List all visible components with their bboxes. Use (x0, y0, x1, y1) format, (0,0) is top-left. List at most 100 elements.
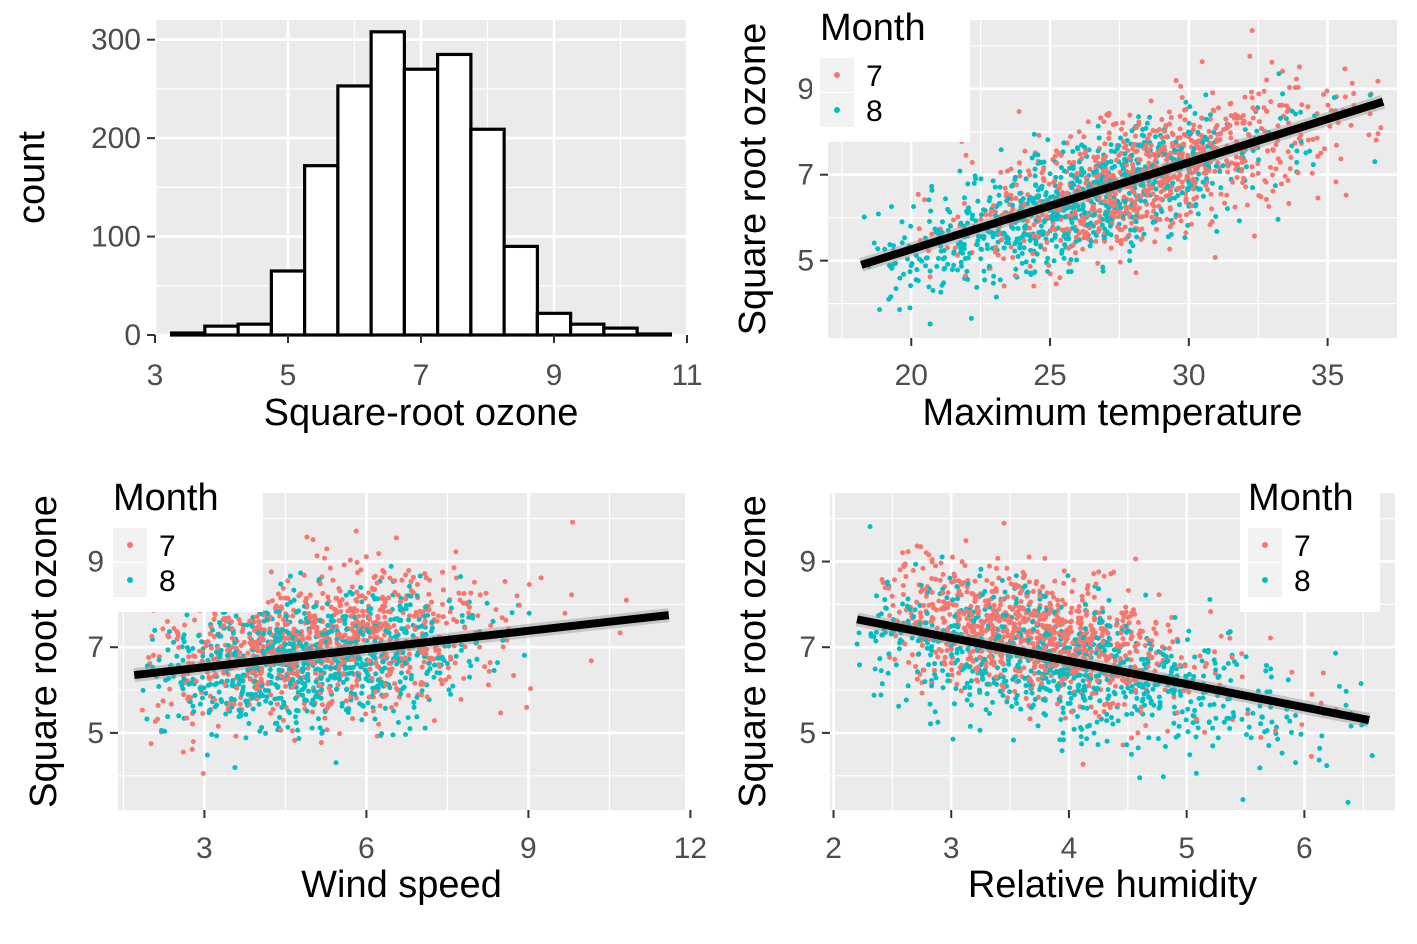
scatter-point (149, 633, 155, 639)
legend-title: Month (820, 7, 926, 49)
scatter-point (200, 653, 206, 659)
scatter-point (324, 643, 330, 649)
scatter-point (1016, 160, 1022, 166)
scatter-point (290, 613, 296, 619)
scatter-point (440, 614, 446, 620)
scatter-point (1307, 148, 1313, 154)
scatter-point (349, 685, 355, 691)
scatter-point (1367, 92, 1373, 98)
scatter-point (938, 560, 944, 566)
scatter-point (260, 648, 266, 654)
histogram-bar (602, 326, 639, 337)
scatter-point (969, 160, 975, 166)
scatter-point (1073, 234, 1079, 240)
scatter-point (380, 694, 386, 700)
scatter-point (1035, 676, 1041, 682)
scatter-point (1016, 109, 1022, 115)
scatter-point (920, 565, 926, 571)
scatter-point (1062, 242, 1068, 248)
scatter-point (955, 214, 961, 220)
scatter-point (228, 619, 234, 625)
scatter-point (411, 699, 417, 705)
scatter-point (1248, 735, 1254, 741)
scatter-point (285, 676, 291, 682)
scatter-point (977, 654, 983, 660)
scatter-point (995, 252, 1001, 258)
scatter-point (1153, 211, 1159, 217)
scatter-point (1255, 161, 1261, 167)
scatter-point (1095, 123, 1101, 129)
scatter-point (1348, 122, 1354, 128)
scatter-point (1378, 125, 1384, 131)
scatter-point (1292, 85, 1298, 91)
scatter-point (1286, 120, 1292, 126)
scatter-point (343, 698, 349, 704)
scatter-point (332, 606, 338, 612)
scatter-point (1227, 635, 1233, 641)
scatter-point (370, 630, 376, 636)
scatter-point (1166, 109, 1172, 115)
scatter-point (945, 227, 951, 233)
scatter-point (954, 681, 960, 687)
scatter-point (140, 687, 146, 693)
scatter-point (1082, 697, 1088, 703)
scatter-point (1174, 186, 1180, 192)
scatter-point (1308, 753, 1314, 759)
scatter-point (1066, 159, 1072, 165)
scatter-point (1246, 131, 1252, 137)
scatter-point (344, 687, 350, 693)
scatter-point (907, 305, 913, 311)
scatter-point (998, 169, 1004, 175)
scatter-point (1105, 696, 1111, 702)
scatter-point (367, 634, 373, 640)
scatter-points (861, 28, 1384, 327)
scatter-point (1186, 628, 1192, 634)
scatter-point (502, 578, 508, 584)
scatter-point (156, 657, 162, 663)
scatter-point (475, 613, 481, 619)
y-tick-label: 9 (87, 546, 104, 579)
scatter-point (272, 720, 278, 726)
scatter-point (1268, 99, 1274, 105)
scatter-point (341, 633, 347, 639)
scatter-point (1117, 201, 1123, 207)
scatter-point (1079, 741, 1085, 747)
scatter-point (1235, 113, 1241, 119)
histogram-bar (569, 322, 606, 337)
scatter-point (274, 629, 280, 635)
scatter-point (1190, 176, 1196, 182)
scatter-point (1168, 190, 1174, 196)
scatter-point (466, 604, 472, 610)
scatter-point (1083, 180, 1089, 186)
scatter-point (1030, 258, 1036, 264)
scatter-point (1118, 126, 1124, 132)
scatter-point (1175, 732, 1181, 738)
scatter-point (1193, 770, 1199, 776)
scatter-point (1084, 231, 1090, 237)
scatter-point (1262, 128, 1268, 134)
scatter-point (285, 724, 291, 730)
scatter-point (991, 594, 997, 600)
scatter-point (903, 574, 909, 580)
scatter-point (1113, 120, 1119, 126)
scatter-point (951, 701, 957, 707)
scatter-point (997, 184, 1003, 190)
scatter-point (190, 645, 196, 651)
scatter-point (244, 700, 250, 706)
scatter-point (1092, 709, 1098, 715)
scatter-point (240, 684, 246, 690)
y-tick-label: 5 (87, 717, 104, 750)
scatter-point (1080, 186, 1086, 192)
scatter-point (240, 626, 246, 632)
scatter-point (1187, 752, 1193, 758)
scatter-point (998, 237, 1004, 243)
scatter-point (1216, 105, 1222, 111)
scatter-point (1099, 222, 1105, 228)
x-axis-title: Square-root ozone (264, 392, 579, 434)
scatter-point (329, 698, 335, 704)
scatter-point (1234, 175, 1240, 181)
scatter-point (1017, 190, 1023, 196)
scatter-point (1137, 634, 1143, 640)
scatter-point (1149, 185, 1155, 191)
